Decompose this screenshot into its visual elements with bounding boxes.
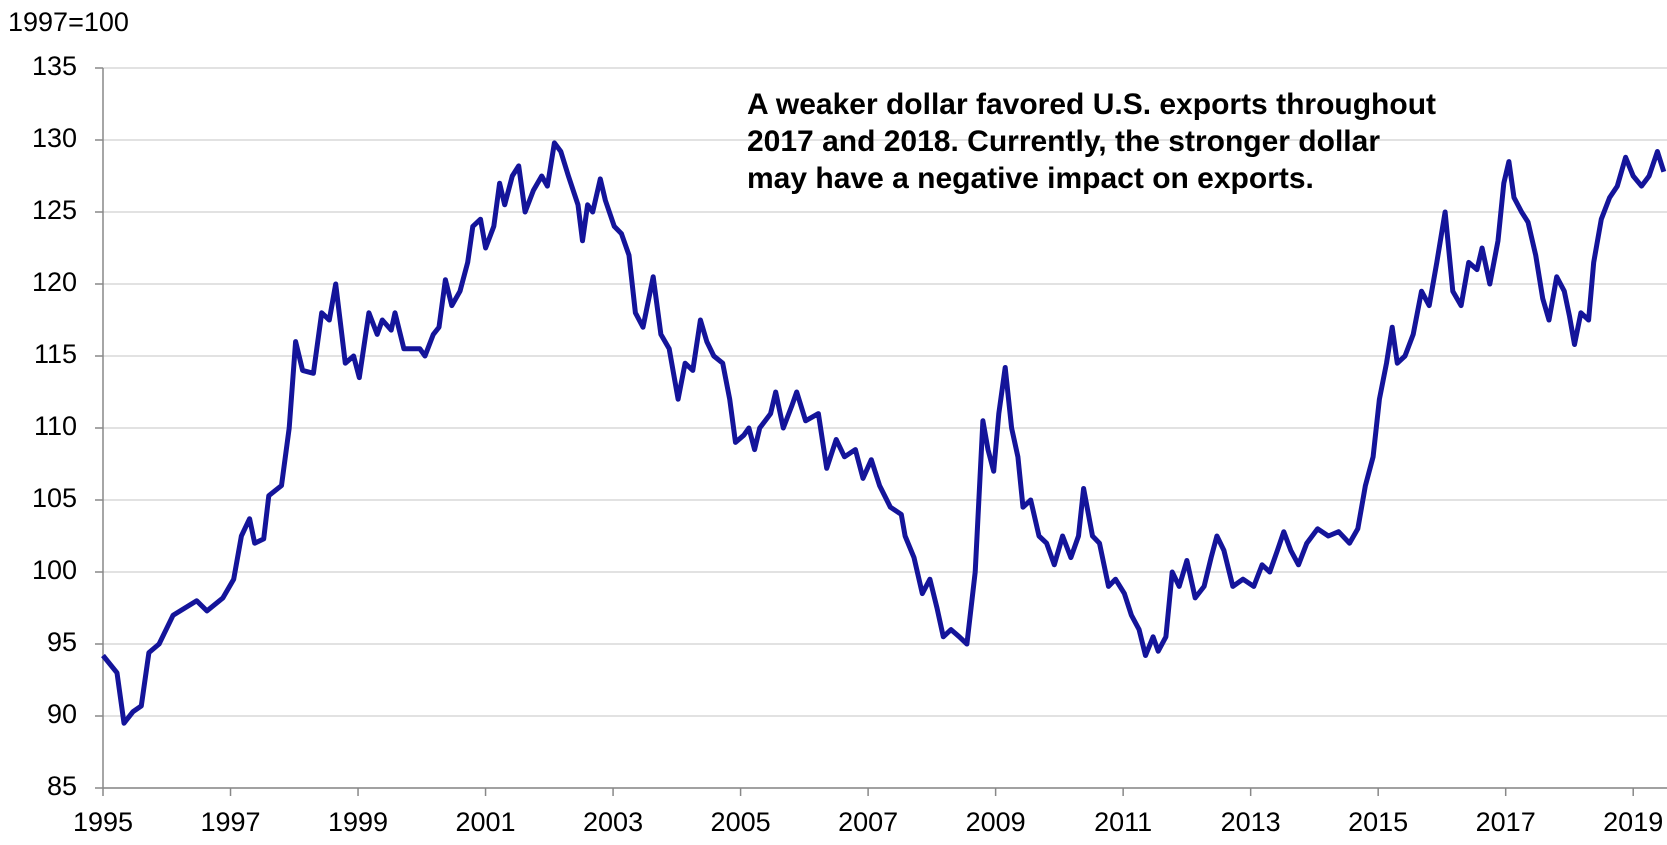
y-tick-label: 115 [34, 339, 77, 369]
x-tick-label: 1997 [200, 807, 260, 837]
x-tick-label: 2013 [1221, 807, 1281, 837]
y-tick-label: 105 [32, 483, 77, 513]
y-tick-label: 130 [32, 123, 77, 153]
x-tick-label: 2001 [456, 807, 516, 837]
y-tick-label: 90 [47, 699, 77, 729]
y-tick-label: 95 [47, 627, 77, 657]
x-tick-label: 2019 [1603, 807, 1663, 837]
y-axis-label: 1997=100 [8, 7, 129, 37]
x-tick-label: 2015 [1348, 807, 1408, 837]
y-tick-label: 85 [47, 771, 77, 801]
x-tick-label: 2011 [1094, 807, 1152, 837]
y-tick-label: 100 [32, 555, 77, 585]
y-tick-label: 110 [34, 411, 77, 441]
y-tick-label: 125 [32, 195, 77, 225]
y-tick-label: 120 [32, 267, 77, 297]
x-tick-label: 2003 [583, 807, 643, 837]
x-tick-label: 2009 [966, 807, 1026, 837]
annotation: A weaker dollar favored U.S. exports thr… [747, 88, 1437, 195]
x-tick-label: 2005 [711, 807, 771, 837]
y-tick-label: 135 [32, 51, 77, 81]
line [101, 140, 1667, 726]
x-tick-label: 1995 [73, 807, 133, 837]
x-tick-label: 2017 [1476, 807, 1536, 837]
x-tick-label: 1999 [328, 807, 388, 837]
x-tick-label: 2007 [838, 807, 898, 837]
